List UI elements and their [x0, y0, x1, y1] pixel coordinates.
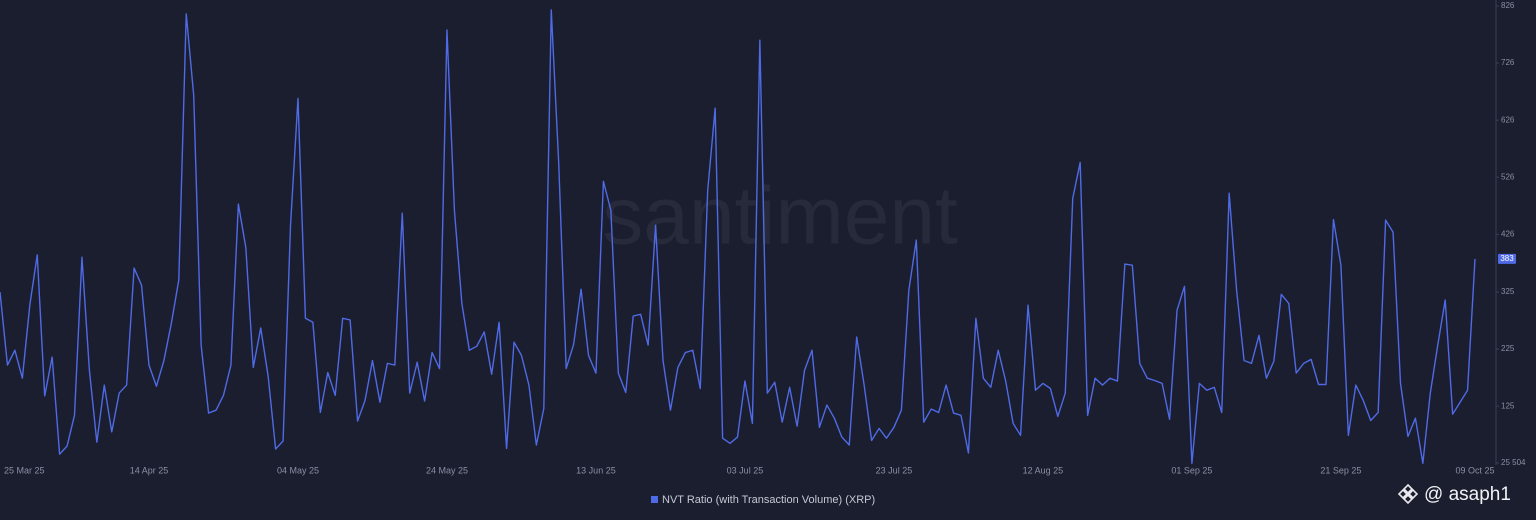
x-tick-label: 04 May 25: [277, 465, 319, 475]
y-tick-label: 25 504: [1501, 458, 1526, 467]
current-value-badge: [1498, 253, 1516, 264]
x-tick-label: 13 Jun 25: [576, 465, 616, 475]
x-tick-label: 25 Mar 25: [4, 465, 45, 475]
y-tick-label: 426: [1501, 229, 1515, 238]
y-tick-label: 325: [1501, 287, 1515, 296]
logo: [1397, 483, 1419, 505]
legend-swatch: [651, 496, 658, 503]
watermark: santiment: [602, 171, 958, 262]
x-tick-label: 23 Jul 25: [876, 465, 913, 475]
x-tick-label: 01 Sep 25: [1171, 465, 1212, 475]
y-tick-label: 125: [1501, 401, 1515, 410]
y-tick-label: 726: [1501, 58, 1515, 67]
data-line: [0, 9, 1476, 464]
attribution: @ asaph1: [1424, 484, 1511, 505]
x-tick-label: 09 Oct 25: [1455, 465, 1494, 475]
x-tick-label: 24 May 25: [426, 465, 468, 475]
y-tick-label: 526: [1501, 172, 1515, 181]
x-tick-label: 03 Jul 25: [727, 465, 764, 475]
y-tick-label: 626: [1501, 115, 1515, 124]
y-tick-label: 225: [1501, 344, 1515, 353]
legend-label: NVT Ratio (with Transaction Volume) (XRP…: [662, 494, 875, 506]
x-tick-label: 12 Aug 25: [1023, 465, 1064, 475]
x-tick-label: 14 Apr 25: [130, 465, 169, 475]
y-tick-label: 826: [1501, 1, 1515, 10]
x-tick-label: 21 Sep 25: [1320, 465, 1361, 475]
current-value-label: 383: [1500, 254, 1514, 263]
